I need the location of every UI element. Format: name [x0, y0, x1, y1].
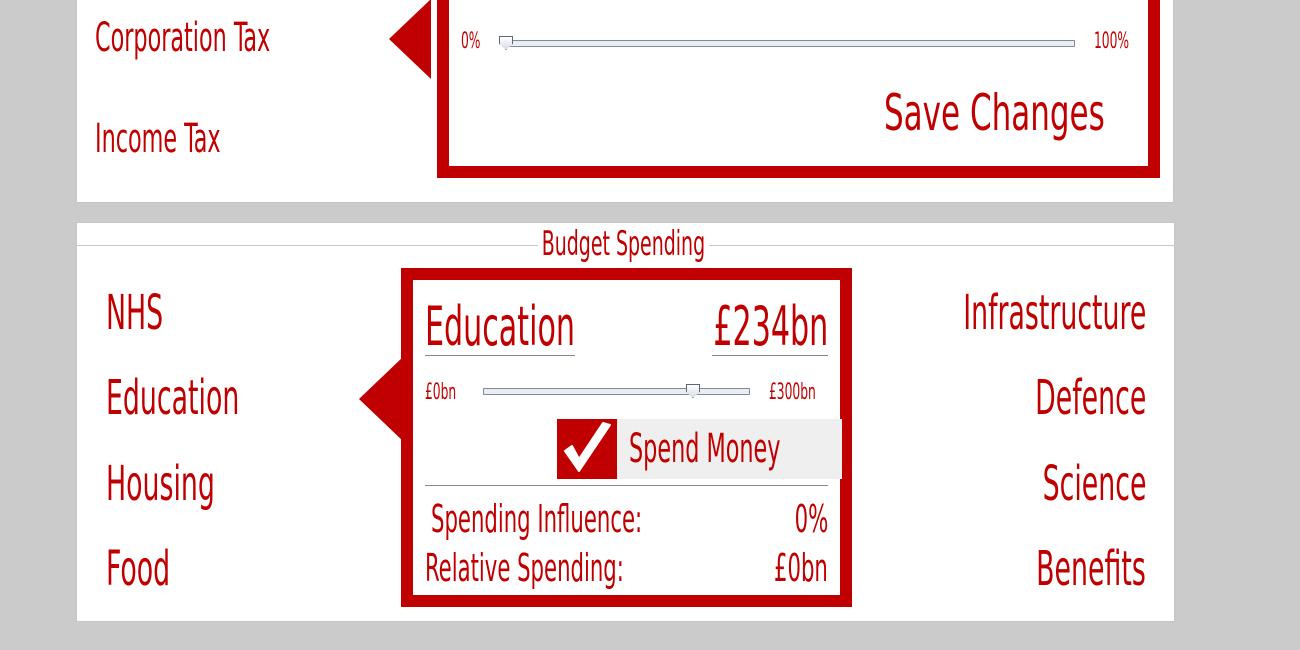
- tax-item-corporation[interactable]: Corporation Tax: [95, 15, 271, 61]
- selected-category-name: Education: [425, 295, 575, 358]
- spend-money-label: Spend Money: [629, 426, 781, 472]
- budget-item-infrastructure[interactable]: Infrastructure: [962, 285, 1146, 341]
- check-icon[interactable]: [557, 419, 617, 479]
- spend-slider-max-label: £300bn: [769, 380, 816, 405]
- name-underline: [425, 355, 575, 356]
- tax-rate-slider[interactable]: [506, 40, 1075, 47]
- budget-editor-box: Education £234bn £0bn £300bn Spend Money…: [401, 268, 852, 607]
- spend-slider[interactable]: [483, 388, 750, 395]
- budget-item-science[interactable]: Science: [1042, 456, 1146, 512]
- budget-item-defence[interactable]: Defence: [1034, 370, 1146, 426]
- tax-slider-max-label: 100%: [1094, 29, 1130, 54]
- budget-item-nhs[interactable]: NHS: [106, 285, 164, 341]
- selected-category-amount: £234bn: [713, 295, 828, 358]
- budget-item-housing[interactable]: Housing: [106, 456, 215, 512]
- relative-spending-value: £0bn: [774, 546, 828, 590]
- stats-divider: [425, 485, 828, 486]
- amount-underline: [712, 355, 828, 356]
- tax-panel: Corporation Tax Income Tax 0% 100% Save …: [76, 0, 1174, 203]
- budget-item-benefits[interactable]: Benefits: [1036, 541, 1146, 597]
- spend-slider-thumb[interactable]: [686, 384, 700, 398]
- budget-item-education[interactable]: Education: [106, 370, 240, 426]
- tax-slider-min-label: 0%: [461, 29, 481, 54]
- tax-selection-pointer: [389, 0, 431, 79]
- save-changes-button[interactable]: Save Changes: [884, 84, 1105, 142]
- spend-slider-min-label: £0bn: [425, 380, 457, 405]
- spend-money-toggle[interactable]: Spend Money: [557, 419, 842, 479]
- tax-slider-thumb[interactable]: [499, 36, 513, 50]
- budget-selection-pointer: [359, 355, 405, 443]
- spending-influence-value: 0%: [794, 497, 828, 541]
- budget-item-food[interactable]: Food: [106, 541, 171, 597]
- spending-influence-label: Spending Influence:: [431, 497, 643, 541]
- budget-title: Budget Spending: [538, 227, 709, 261]
- relative-spending-label: Relative Spending:: [425, 546, 624, 590]
- budget-panel: Budget Spending NHS Education Housing Fo…: [76, 222, 1175, 622]
- tax-editor-box: 0% 100% Save Changes: [437, 0, 1160, 178]
- tax-item-income[interactable]: Income Tax: [95, 116, 221, 162]
